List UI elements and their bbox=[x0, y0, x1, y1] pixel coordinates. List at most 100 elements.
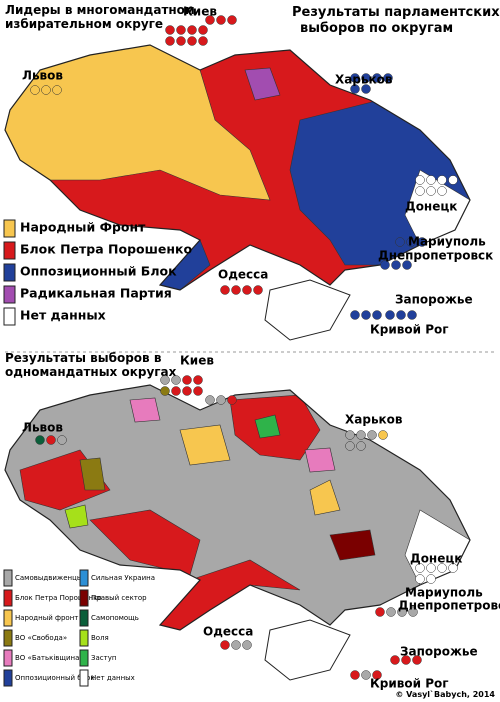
city-label: Львов bbox=[22, 69, 63, 83]
seat-dot bbox=[165, 36, 175, 46]
crimea bbox=[264, 619, 351, 681]
seat-dot bbox=[385, 310, 395, 320]
seat-dot bbox=[253, 285, 263, 295]
seat-dot bbox=[426, 574, 436, 584]
seat-dot bbox=[437, 175, 447, 185]
seat-dot bbox=[182, 386, 192, 396]
credit: © Vasyl`Babych, 2014 bbox=[395, 689, 495, 699]
seat-dot bbox=[171, 386, 181, 396]
seat-dot bbox=[176, 36, 186, 46]
seat-dot bbox=[57, 435, 67, 445]
legend-swatch bbox=[3, 669, 13, 687]
seat-dot bbox=[367, 430, 377, 440]
seat-dot bbox=[35, 435, 45, 445]
seat-dot bbox=[182, 375, 192, 385]
legend-label: Самовыдвиженцы bbox=[15, 574, 82, 582]
legend-swatch bbox=[3, 589, 13, 607]
seat-dot bbox=[227, 15, 237, 25]
legend-swatch bbox=[3, 609, 13, 627]
seat-dot bbox=[242, 285, 252, 295]
seat-dot bbox=[160, 386, 170, 396]
seat-dot bbox=[231, 285, 241, 295]
legend-label: Правый сектор bbox=[91, 594, 147, 602]
city-label: Львов bbox=[22, 421, 63, 435]
seat-dot bbox=[165, 25, 175, 35]
region bbox=[129, 397, 161, 423]
seat-dot bbox=[361, 310, 371, 320]
seat-dot bbox=[227, 395, 237, 405]
seat-dot bbox=[448, 175, 458, 185]
seat-dot bbox=[397, 607, 407, 617]
seat-dot bbox=[231, 640, 241, 650]
seat-dot bbox=[187, 25, 197, 35]
legend-swatch bbox=[3, 241, 16, 260]
seat-dot bbox=[426, 175, 436, 185]
legend-label: Народный Фронт bbox=[20, 220, 146, 235]
city-label: Днепропетровск bbox=[378, 249, 493, 263]
seat-dot bbox=[417, 237, 427, 247]
seat-dot bbox=[193, 375, 203, 385]
seat-dot bbox=[406, 237, 416, 247]
legend-label: Блок Петра Порошенко bbox=[15, 594, 102, 602]
seat-dot bbox=[407, 310, 417, 320]
seat-dot bbox=[205, 395, 215, 405]
seat-dot bbox=[401, 655, 411, 665]
seat-dot bbox=[41, 85, 51, 95]
seat-dot bbox=[395, 237, 405, 247]
seat-dot bbox=[356, 430, 366, 440]
region bbox=[64, 504, 89, 529]
seat-dot bbox=[415, 186, 425, 196]
legend-swatch bbox=[3, 263, 16, 282]
border bbox=[4, 44, 471, 291]
region bbox=[254, 414, 281, 439]
seat-dot bbox=[408, 607, 418, 617]
seat-dot bbox=[372, 310, 382, 320]
seat-dot bbox=[437, 186, 447, 196]
legend-swatch bbox=[3, 219, 16, 238]
seat-dot bbox=[375, 607, 385, 617]
legend-label: Воля bbox=[91, 634, 109, 642]
region bbox=[329, 529, 376, 561]
seat-dot bbox=[356, 441, 366, 451]
seat-dot bbox=[176, 25, 186, 35]
city-label: Запорожье bbox=[400, 645, 478, 659]
legend-swatch bbox=[79, 589, 89, 607]
title: Лидеры в многомандатном bbox=[5, 3, 195, 17]
legend-swatch bbox=[79, 629, 89, 647]
seat-dot bbox=[242, 640, 252, 650]
title: выборов по округам bbox=[300, 21, 453, 36]
seat-dot bbox=[350, 310, 360, 320]
seat-dot bbox=[198, 36, 208, 46]
seat-dot bbox=[193, 386, 203, 396]
legend-label: Народный фронт bbox=[15, 614, 78, 622]
seat-dot bbox=[361, 84, 371, 94]
city-label: Днепропетровск bbox=[398, 599, 500, 613]
seat-dot bbox=[220, 285, 230, 295]
legend-label: ВО «Свобода» bbox=[15, 634, 67, 642]
seat-dot bbox=[402, 260, 412, 270]
seat-dot bbox=[383, 73, 393, 83]
seat-dot bbox=[216, 15, 226, 25]
seat-dot bbox=[390, 655, 400, 665]
legend-swatch bbox=[79, 569, 89, 587]
seat-dot bbox=[378, 430, 388, 440]
seat-dot bbox=[171, 375, 181, 385]
seat-dot bbox=[415, 175, 425, 185]
seat-dot bbox=[198, 25, 208, 35]
legend-label: Нет данных bbox=[91, 674, 135, 682]
region bbox=[244, 67, 281, 101]
title: Результаты парламентских bbox=[292, 5, 500, 20]
city-label: Харьков bbox=[335, 73, 393, 87]
seat-dot bbox=[350, 670, 360, 680]
legend-label: Радикальная Партия bbox=[20, 286, 172, 301]
city-label: Запорожье bbox=[395, 293, 473, 307]
seat-dot bbox=[415, 563, 425, 573]
seat-dot bbox=[52, 85, 62, 95]
seat-dot bbox=[426, 186, 436, 196]
region bbox=[179, 424, 231, 466]
legend-label: Заступ bbox=[91, 654, 116, 662]
city-label: Мариуполь bbox=[405, 586, 483, 600]
region bbox=[79, 457, 106, 491]
region bbox=[304, 447, 336, 473]
seat-dot bbox=[386, 607, 396, 617]
